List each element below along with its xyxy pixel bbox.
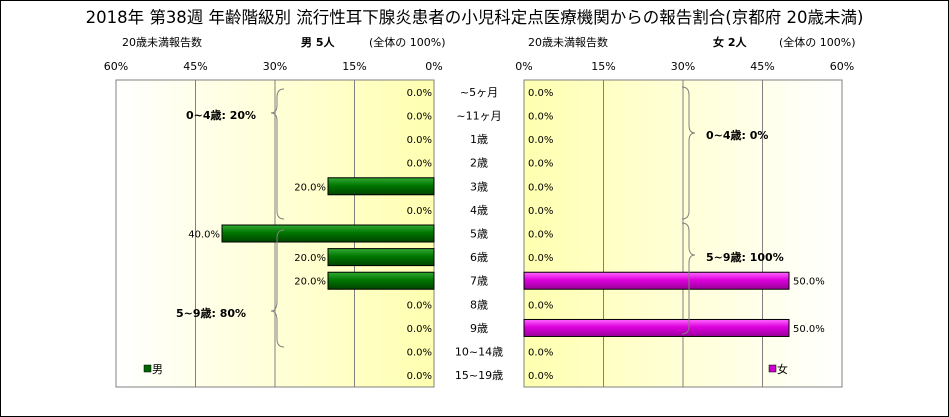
age-category-label: 4歳 <box>470 204 488 217</box>
male-bar <box>327 271 435 290</box>
right-bracket-0-4 <box>681 86 696 220</box>
male-value-label: 0.0% <box>407 159 432 170</box>
age-category-label: 6歳 <box>470 251 488 264</box>
female-value-label: 0.0% <box>528 371 553 382</box>
age-category-label: 5歳 <box>470 228 488 241</box>
female-value-label: 0.0% <box>528 88 553 99</box>
age-category-label: 10~14歳 <box>455 346 503 359</box>
female-value-label: 50.0% <box>793 324 825 335</box>
left-bracket-5-9 <box>270 229 285 348</box>
right-total-label: (全体の 100%) <box>779 36 856 49</box>
right-tick-label: 15% <box>591 60 615 73</box>
right-sex-label: 女 2人 <box>713 36 747 49</box>
legend-male-swatch <box>143 364 152 373</box>
age-category-label: ~5ヶ月 <box>460 86 498 99</box>
left-annotation-0-4: 0~4歳: 20% <box>186 108 256 122</box>
right-count-label: 20歳未満報告数 <box>528 36 608 49</box>
age-category-label: 2歳 <box>470 157 488 170</box>
male-bar <box>327 248 435 267</box>
female-value-label: 0.0% <box>528 206 553 217</box>
female-value-label: 0.0% <box>528 230 553 241</box>
male-value-label: 20.0% <box>294 182 326 193</box>
age-category-label: ~11ヶ月 <box>456 109 501 122</box>
left-annotation-5-9: 5~9歳: 80% <box>176 306 246 320</box>
female-value-label: 0.0% <box>528 182 553 193</box>
right-tick-label: 30% <box>671 60 695 73</box>
male-bar <box>327 177 435 196</box>
legend-male-label: 男 <box>152 363 163 376</box>
right-annotation-0-4: 0~4歳: 0% <box>706 128 768 142</box>
left-tick-label: 30% <box>263 60 287 73</box>
left-tick-label: 45% <box>183 60 207 73</box>
age-category-label: 3歳 <box>470 180 488 193</box>
female-value-label: 0.0% <box>528 300 553 311</box>
left-tick-label: 15% <box>342 60 366 73</box>
male-value-label: 0.0% <box>407 348 432 359</box>
right-bracket-5-9 <box>681 222 696 335</box>
male-value-label: 20.0% <box>294 277 326 288</box>
left-bracket-0-4 <box>270 88 285 220</box>
left-sex-label: 男 5人 <box>301 36 335 49</box>
right-tick-label: 0% <box>515 60 532 73</box>
age-category-label: 8歳 <box>470 298 488 311</box>
female-value-label: 0.0% <box>528 348 553 359</box>
female-value-label: 0.0% <box>528 111 553 122</box>
age-category-label: 15~19歳 <box>455 369 503 382</box>
chart-title: 2018年 第38週 年齢階級別 流行性耳下腺炎患者の小児科定点医療機関からの報… <box>85 8 864 27</box>
female-value-label: 0.0% <box>528 253 553 264</box>
male-bar <box>221 224 435 243</box>
left-total-label: (全体の 100%) <box>369 36 446 49</box>
age-category-label: 9歳 <box>470 322 488 335</box>
female-value-label: 50.0% <box>793 277 825 288</box>
male-value-label: 0.0% <box>407 135 432 146</box>
age-category-label: 1歳 <box>470 133 488 146</box>
male-value-label: 0.0% <box>407 111 432 122</box>
male-value-label: 0.0% <box>407 88 432 99</box>
legend-female-swatch <box>768 364 777 373</box>
male-value-label: 40.0% <box>188 230 220 241</box>
left-tick-label: 60% <box>104 60 128 73</box>
legend-female-label: 女 <box>777 362 788 376</box>
age-category-label: 7歳 <box>470 275 488 288</box>
left-count-label: 20歳未満報告数 <box>122 36 202 49</box>
male-value-label: 0.0% <box>407 206 432 217</box>
female-bar <box>523 271 790 290</box>
right-tick-label: 45% <box>750 60 774 73</box>
male-value-label: 0.0% <box>407 324 432 335</box>
female-bar <box>523 318 790 337</box>
male-value-label: 20.0% <box>294 253 326 264</box>
female-value-label: 0.0% <box>528 159 553 170</box>
right-annotation-5-9: 5~9歳: 100% <box>706 250 784 264</box>
male-value-label: 0.0% <box>407 371 432 382</box>
female-value-label: 0.0% <box>528 135 553 146</box>
left-tick-label: 0% <box>425 60 442 73</box>
male-value-label: 0.0% <box>407 300 432 311</box>
right-tick-label: 60% <box>830 60 854 73</box>
